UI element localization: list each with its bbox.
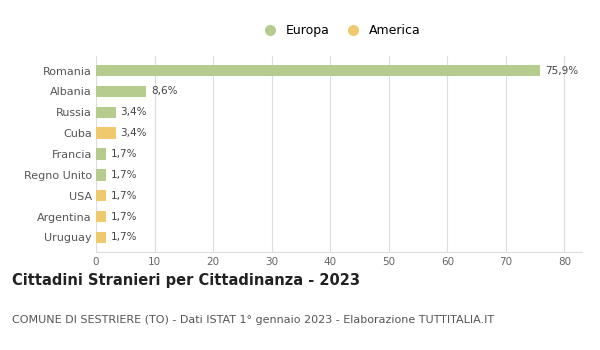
Bar: [96, 211, 106, 222]
Bar: [96, 107, 116, 118]
Bar: [96, 65, 541, 76]
Text: 75,9%: 75,9%: [545, 66, 578, 76]
Bar: [96, 169, 106, 181]
Legend: Europa, America: Europa, America: [253, 19, 425, 42]
Bar: [96, 127, 116, 139]
Text: 3,4%: 3,4%: [121, 128, 147, 138]
Text: 1,7%: 1,7%: [110, 232, 137, 242]
Bar: [96, 232, 106, 243]
Text: 3,4%: 3,4%: [121, 107, 147, 117]
Bar: [96, 148, 106, 160]
Bar: [96, 86, 146, 97]
Bar: [96, 190, 106, 201]
Text: 1,7%: 1,7%: [110, 149, 137, 159]
Text: 1,7%: 1,7%: [110, 211, 137, 222]
Text: 1,7%: 1,7%: [110, 170, 137, 180]
Text: 8,6%: 8,6%: [151, 86, 178, 97]
Text: COMUNE DI SESTRIERE (TO) - Dati ISTAT 1° gennaio 2023 - Elaborazione TUTTITALIA.: COMUNE DI SESTRIERE (TO) - Dati ISTAT 1°…: [12, 315, 494, 325]
Text: 1,7%: 1,7%: [110, 191, 137, 201]
Text: Cittadini Stranieri per Cittadinanza - 2023: Cittadini Stranieri per Cittadinanza - 2…: [12, 273, 360, 288]
